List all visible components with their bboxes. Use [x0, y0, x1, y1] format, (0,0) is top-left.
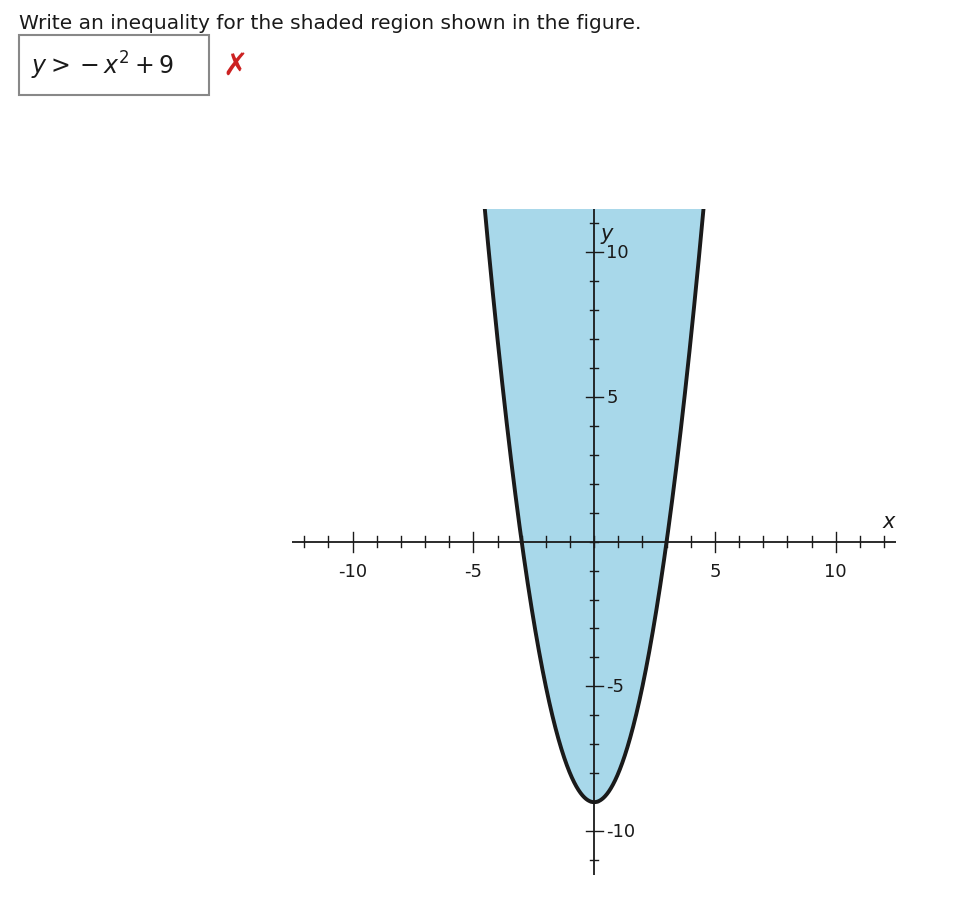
Text: Write an inequality for the shaded region shown in the figure.: Write an inequality for the shaded regio… — [19, 14, 642, 33]
Text: 10: 10 — [606, 244, 629, 261]
Text: 10: 10 — [824, 562, 847, 580]
Text: -5: -5 — [606, 678, 624, 696]
Text: 5: 5 — [606, 388, 618, 406]
Text: -5: -5 — [465, 562, 482, 580]
Text: 5: 5 — [709, 562, 721, 580]
Text: -10: -10 — [606, 823, 635, 840]
Text: ✗: ✗ — [222, 52, 247, 80]
Text: y: y — [600, 224, 613, 244]
Text: x: x — [882, 512, 895, 532]
Text: -10: -10 — [338, 562, 367, 580]
Text: $y > -x^2 + 9$: $y > -x^2 + 9$ — [31, 50, 174, 82]
